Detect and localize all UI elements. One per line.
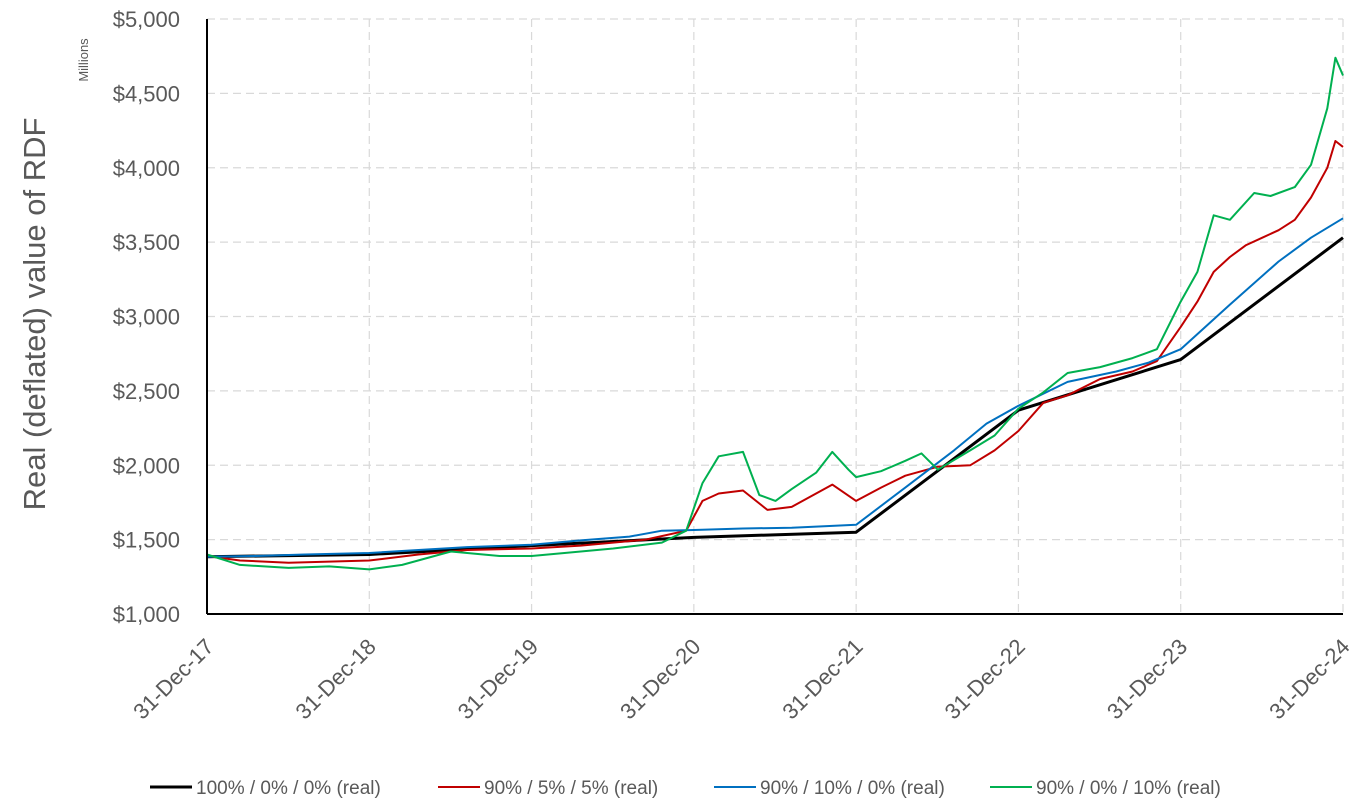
- series-line: [206, 236, 1344, 559]
- legend-entry: 90% / 0% / 10% (real): [1036, 778, 1221, 799]
- y-tick-label: $1,500: [113, 528, 180, 553]
- series-lines: [206, 56, 1344, 571]
- series-line: [206, 56, 1344, 571]
- x-tick-label: 31-Dec-17: [128, 634, 218, 724]
- legend: 100% / 0% / 0% (real) 90% / 5% / 5% (real…: [150, 778, 1221, 799]
- y-tick-label: $2,000: [113, 453, 180, 478]
- legend-entry: 90% / 5% / 5% (real): [484, 778, 658, 799]
- axes: [206, 19, 1343, 615]
- legend-entry: 100% / 0% / 0% (real): [196, 778, 381, 799]
- y-tick-label: $3,500: [113, 230, 180, 255]
- y-tick-label: $4,500: [113, 81, 180, 106]
- y-axis-label: Real (deflated) value of RDF: [17, 118, 52, 511]
- x-tick-label: 31-Dec-22: [940, 634, 1030, 724]
- x-tick-label: 31-Dec-19: [453, 634, 543, 724]
- y-tick-label: $4,000: [113, 156, 180, 181]
- x-tick-label: 31-Dec-21: [777, 634, 867, 724]
- series-line: [206, 140, 1344, 564]
- x-tick-label: 31-Dec-18: [291, 634, 381, 724]
- y-tick-label: $1,000: [113, 602, 180, 627]
- x-tick-label: 31-Dec-20: [615, 634, 705, 724]
- y-tick-label: $2,500: [113, 379, 180, 404]
- y-tick-labels: $1,000 $1,500 $2,000 $2,500 $3,000 $3,500 $4,0…: [113, 7, 180, 627]
- x-tick-label: 31-Dec-24: [1264, 634, 1354, 724]
- x-tick-labels: 31-Dec-17 31-Dec-18 31-Dec-19 31-Dec-20 31-D…: [128, 634, 1354, 724]
- y-tick-label: $5,000: [113, 7, 180, 32]
- x-tick-label: 31-Dec-23: [1102, 634, 1192, 724]
- y-axis-units-label: Millions: [76, 38, 91, 82]
- series-line: [206, 217, 1344, 558]
- gridlines: [207, 18, 1344, 614]
- legend-entry: 90% / 10% / 0% (real): [760, 778, 945, 799]
- y-tick-label: $3,000: [113, 305, 180, 330]
